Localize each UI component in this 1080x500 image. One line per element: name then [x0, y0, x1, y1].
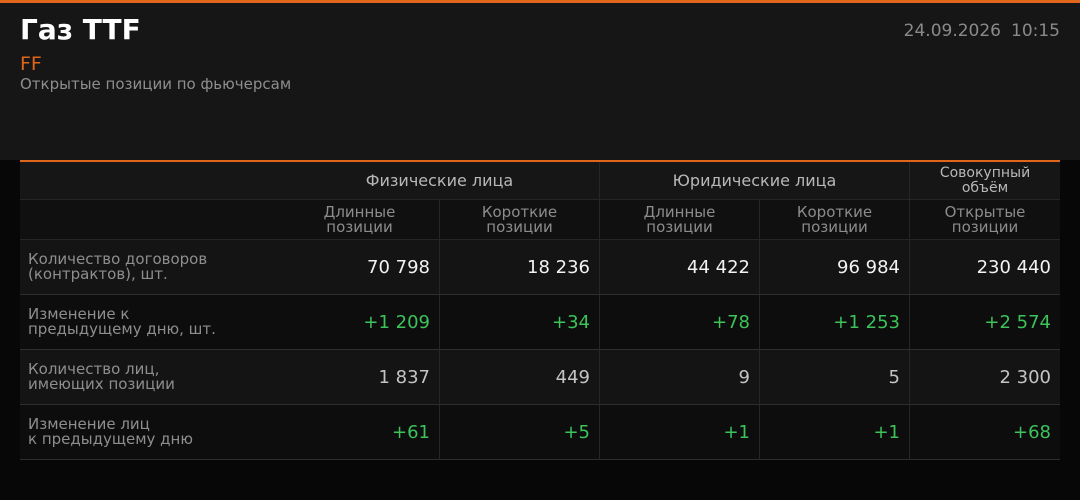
value-cell: +1: [600, 405, 760, 460]
value-cell: 449: [440, 350, 600, 405]
column-header-text: Короткие: [481, 202, 558, 221]
date: 24.09.2026: [903, 21, 1001, 41]
value-cell: 44 422: [600, 240, 760, 295]
ticker-code: FF: [20, 53, 42, 75]
row-label-text: имеющих позиции: [28, 375, 175, 393]
column-header-text: Короткие: [796, 202, 873, 221]
column-header: Длинные позиции: [280, 200, 440, 240]
row-label-text: Количество лиц,: [28, 360, 160, 378]
column-header: Короткие позиции: [440, 200, 600, 240]
row-label: Изменение к предыдущему дню, шт.: [20, 295, 280, 350]
value-cell: 70 798: [280, 240, 440, 295]
group-header-text: Юридические лица: [672, 171, 837, 190]
group-header: Юридические лица: [600, 162, 910, 200]
row-label: Количество лиц, имеющих позиции: [20, 350, 280, 405]
subtitle: Открытые позиции по фьючерсам: [20, 75, 292, 93]
group-header: Совокупный объём: [910, 162, 1060, 200]
value-cell: +1: [760, 405, 910, 460]
value-cell: +5: [440, 405, 600, 460]
value-cell: 5: [760, 350, 910, 405]
column-header-text: позиции: [951, 217, 1019, 236]
column-header: Длинные позиции: [600, 200, 760, 240]
value-cell: 1 837: [280, 350, 440, 405]
row-label-text: Изменение лиц: [28, 415, 150, 433]
row-label-text: Количество договоров: [28, 250, 208, 268]
header: Газ TTF FF Открытые позиции по фьючерсам…: [0, 0, 1080, 160]
row-label-text: к предыдущему дню: [28, 430, 193, 448]
column-header: Открытые позиции: [910, 200, 1060, 240]
value-cell: +2 574: [910, 295, 1060, 350]
column-header-text: позиции: [801, 217, 868, 236]
value-cell: 18 236: [440, 240, 600, 295]
row-label-text: предыдущему дню, шт.: [28, 320, 216, 338]
value-cell: +61: [280, 405, 440, 460]
value-cell: +34: [440, 295, 600, 350]
column-header-text: Открытые: [944, 202, 1026, 221]
column-header-text: позиции: [646, 217, 713, 236]
row-label-text: (контрактов), шт.: [28, 265, 168, 283]
group-header-text: объём: [961, 179, 1009, 196]
column-header-text: позиции: [486, 217, 553, 236]
column-header-text: позиции: [326, 217, 393, 236]
title: Газ TTF: [20, 13, 141, 46]
time: 10:15: [1011, 21, 1060, 41]
value-cell: 9: [600, 350, 760, 405]
row-label: Количество договоров (контрактов), шт.: [20, 240, 280, 295]
header-blank: [20, 200, 280, 240]
row-label: Изменение лиц к предыдущему дню: [20, 405, 280, 460]
column-header-text: Длинные: [643, 202, 716, 221]
row-label-text: Изменение к: [28, 305, 130, 323]
value-cell: 2 300: [910, 350, 1060, 405]
group-header-text: Совокупный: [939, 164, 1031, 181]
header-blank: [20, 162, 280, 200]
value-cell: +68: [910, 405, 1060, 460]
value-cell: +78: [600, 295, 760, 350]
value-cell: +1 209: [280, 295, 440, 350]
timestamp: 24.09.2026 10:15: [904, 21, 1060, 41]
value-cell: 96 984: [760, 240, 910, 295]
column-header-text: Длинные: [323, 202, 396, 221]
column-header: Короткие позиции: [760, 200, 910, 240]
group-header: Физические лица: [280, 162, 600, 200]
value-cell: 230 440: [910, 240, 1060, 295]
group-header-text: Физические лица: [365, 171, 514, 190]
positions-table: Физические лица Юридические лица Совокупны…: [20, 160, 1060, 460]
value-cell: +1 253: [760, 295, 910, 350]
